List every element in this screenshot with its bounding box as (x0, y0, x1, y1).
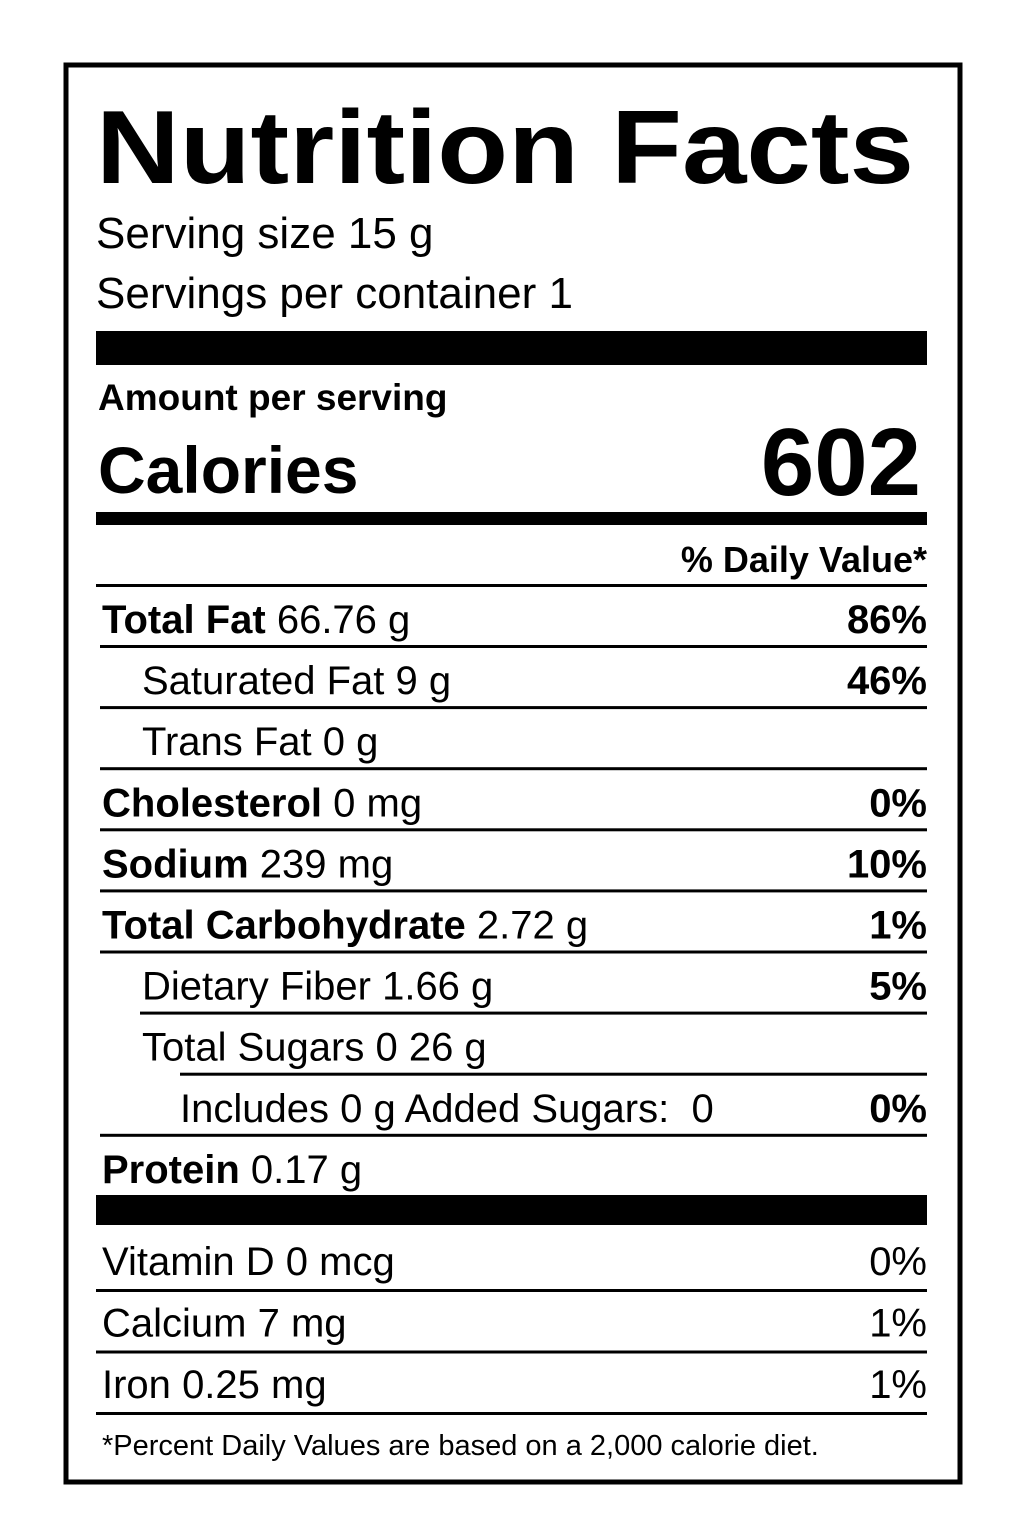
nutrient-amount: 7 mg (258, 1302, 347, 1346)
nutrient-amount: 0 g (323, 720, 379, 764)
rule (96, 1289, 927, 1292)
nutrient-amount: 66.76 g (277, 598, 410, 642)
nutrient-amount: 9 g (396, 659, 452, 703)
rule (100, 889, 927, 893)
rule (100, 706, 927, 710)
daily-value: 1% (869, 1363, 927, 1407)
nutrient-amount: 0.17 g (251, 1148, 362, 1192)
rule (100, 950, 927, 954)
label-border (63, 62, 963, 1485)
rule (180, 1072, 927, 1076)
daily-value: 1% (869, 1302, 927, 1346)
daily-value: 1% (869, 904, 927, 948)
calories-value: 602 (761, 409, 921, 516)
nutrient-amount: 0.25 mg (182, 1363, 327, 1407)
serving-size: Serving size 15 g (96, 209, 434, 258)
rule (96, 1412, 927, 1415)
nutrient-name: Total Sugars (142, 1026, 364, 1070)
amount-per-serving: Amount per serving (98, 377, 448, 418)
nutrient-row: Vitamin D 0 mcg (102, 1240, 395, 1284)
daily-value: 0% (869, 1240, 927, 1284)
nutrient-name: Dietary Fiber (142, 965, 371, 1009)
daily-value: 5% (869, 965, 927, 1009)
rule (140, 1011, 927, 1015)
nutrient-row: Protein 0.17 g (102, 1148, 362, 1192)
nutrient-name: Sodium (102, 842, 249, 886)
daily-value: 46% (847, 659, 927, 703)
daily-value: 0% (869, 1087, 927, 1131)
servings-per-container: Servings per container 1 (96, 269, 573, 318)
nutrient-row: Sodium 239 mg (102, 842, 393, 886)
rule (100, 767, 927, 771)
nutrient-row: Total Carbohydrate 2.72 g (102, 904, 588, 948)
rule (100, 1133, 927, 1137)
nutrient-amount: 0 mg (333, 781, 422, 825)
rule (100, 645, 927, 648)
footnote: *Percent Daily Values are based on a 2,0… (102, 1430, 819, 1462)
nutrient-row: Calcium 7 mg (102, 1302, 347, 1346)
rule (96, 1350, 927, 1354)
nutrient-amount: 0 mcg (286, 1240, 395, 1284)
nutrient-row: Dietary Fiber 1.66 g (142, 965, 493, 1009)
nutrient-name: Trans Fat (142, 720, 312, 764)
daily-value: 10% (847, 842, 927, 886)
nutrient-name: Includes 0 g Added Sugars: 0 (180, 1087, 714, 1131)
nutrient-row: Total Fat 66.76 g (102, 598, 410, 642)
medium-rule (96, 512, 927, 525)
daily-value: 0% (869, 781, 927, 825)
calories-label: Calories (98, 433, 358, 507)
nutrient-name: Total Fat (102, 598, 266, 642)
nutrient-row: Iron 0.25 mg (102, 1363, 327, 1407)
daily-value-header: % Daily Value* (681, 539, 927, 580)
nutrient-amount: 239 mg (260, 842, 393, 886)
nutrient-name: Calcium (102, 1302, 246, 1346)
rule (96, 584, 927, 587)
nutrient-row: Total Sugars 0 26 g (142, 1026, 487, 1070)
nutrient-name: Protein (102, 1148, 240, 1192)
nutrient-name: Iron (102, 1363, 171, 1407)
nutrient-row: Cholesterol 0 mg (102, 781, 422, 825)
nutrient-row: Includes 0 g Added Sugars: 0 (180, 1087, 714, 1131)
nutrient-amount: 1.66 g (382, 965, 493, 1009)
thick-rule (96, 1195, 927, 1225)
daily-value: 86% (847, 598, 927, 642)
nutrient-row: Trans Fat 0 g (142, 720, 378, 764)
thick-rule (96, 331, 927, 365)
nutrient-name: Saturated Fat (142, 659, 384, 703)
title: Nutrition Facts (96, 90, 914, 206)
nutrient-name: Total Carbohydrate (102, 904, 466, 948)
nutrient-row: Saturated Fat 9 g (142, 659, 451, 703)
nutrient-name: Cholesterol (102, 781, 322, 825)
nutrient-name: Vitamin D (102, 1240, 275, 1284)
rule (100, 828, 927, 832)
nutrient-amount: 0 26 g (375, 1026, 486, 1070)
nutrient-amount: 2.72 g (477, 904, 588, 948)
